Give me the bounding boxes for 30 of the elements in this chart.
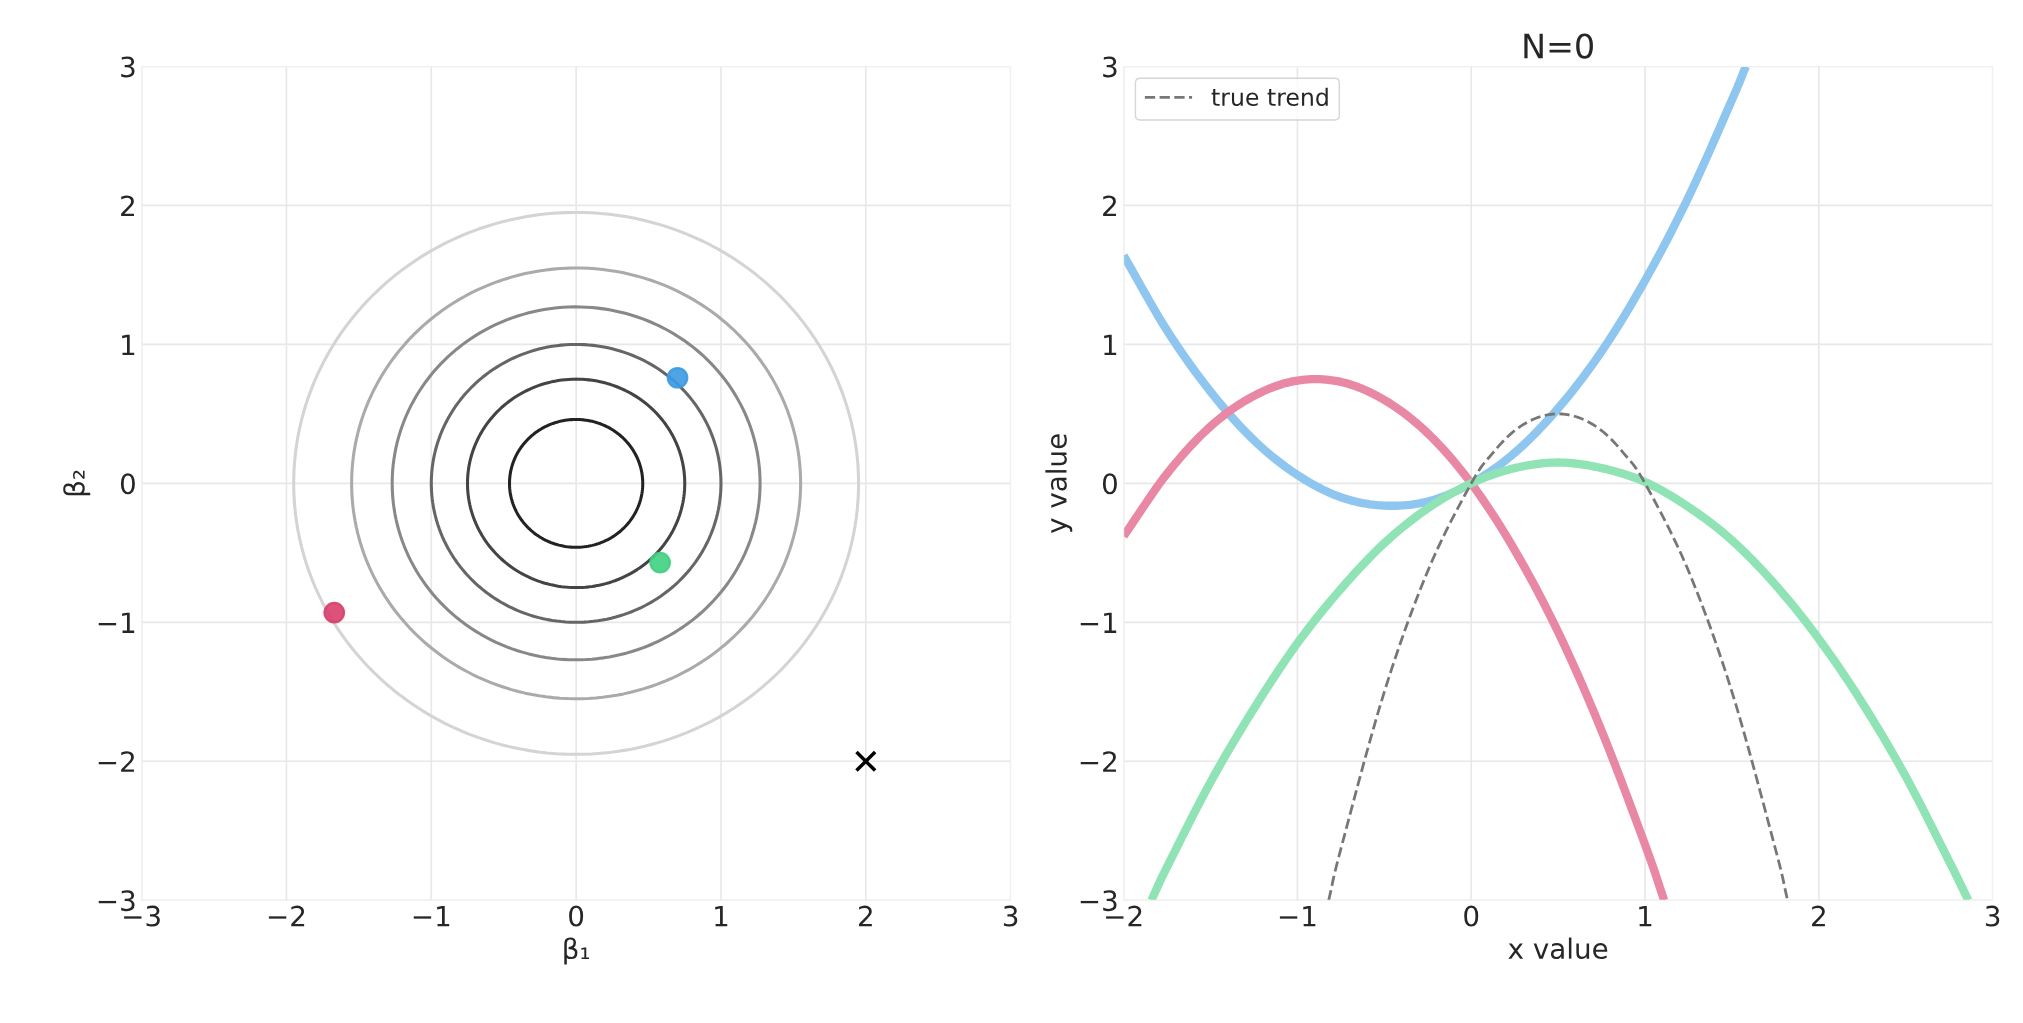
y-tick-label: 3 [1103, 56, 1117, 78]
x-tick-label: 1 [715, 905, 728, 927]
x-tick-label: 2 [859, 905, 872, 927]
y-tick-label: −2 [1080, 751, 1116, 772]
x-tick-label: 0 [569, 905, 584, 927]
y-axis-title: β₂ [63, 470, 91, 496]
point [854, 750, 877, 773]
x-tick-label: 3 [1985, 905, 2000, 927]
x-axis-title: β₁ [564, 937, 590, 965]
y-tick-label: 2 [121, 195, 134, 217]
legend-label: true trend [1211, 87, 1328, 107]
y-tick-label: −2 [98, 751, 134, 772]
y-tick-label: −1 [1080, 612, 1117, 633]
y-tick-label: 1 [1104, 334, 1117, 355]
x-tick-label: −2 [268, 905, 305, 927]
chart-title: N=0 [1524, 33, 1593, 59]
y-tick-label: 3 [121, 56, 135, 78]
y-tick-label: −1 [98, 612, 135, 633]
y-tick-label: 0 [1102, 473, 1117, 495]
y-axis-title: y value [1045, 434, 1073, 534]
x-tick-label: −1 [1279, 905, 1316, 927]
x-axis-title: x value [1508, 937, 1608, 960]
x-tick-label: 2 [1812, 905, 1825, 927]
x-tick-label: −1 [413, 905, 450, 927]
x-tick-label: 0 [1464, 905, 1479, 927]
y-tick-label: 2 [1103, 195, 1116, 217]
x-tick-label: 3 [1003, 905, 1018, 927]
y-tick-label: 0 [120, 473, 135, 495]
y-tick-label: 1 [122, 334, 135, 355]
x-tick-label: 1 [1639, 905, 1652, 927]
